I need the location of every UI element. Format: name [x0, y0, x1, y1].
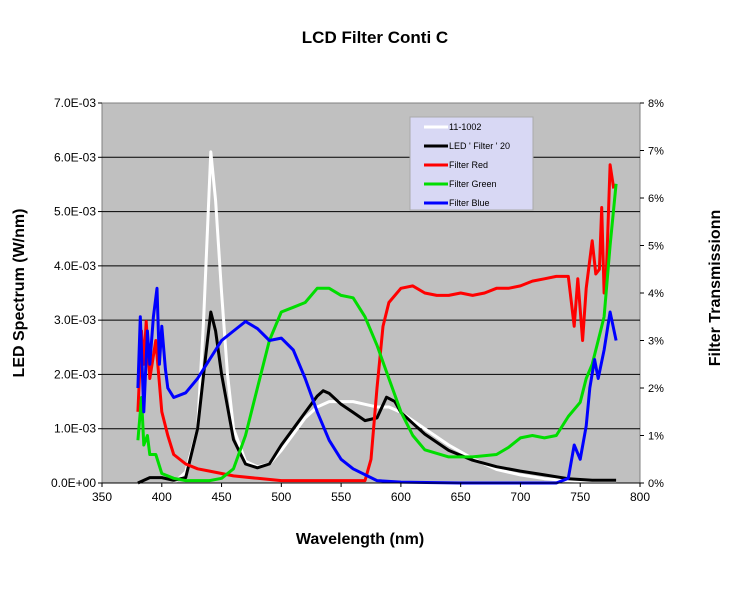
- x-tick-label: 750: [570, 490, 590, 504]
- legend-label: Filter Red: [449, 160, 488, 170]
- plot-area: [101, 102, 641, 484]
- y-tick-label: 7.0E-03: [54, 96, 96, 110]
- x-tick-label: 350: [92, 490, 112, 504]
- y2-tick-label: 0%: [648, 478, 664, 490]
- y2-tick-label: 3%: [648, 336, 664, 348]
- y-tick-label: 4.0E-03: [54, 259, 96, 273]
- y-axis-label: LED Spectrum (W/nm): [11, 209, 28, 378]
- y2-tick-label: 1%: [648, 431, 664, 443]
- x-tick-label: 600: [391, 490, 411, 504]
- y2-tick-label: 7%: [648, 146, 664, 158]
- y2-tick-label: 4%: [648, 288, 664, 300]
- y-tick-label: 6.0E-03: [54, 150, 96, 164]
- legend-label: 11-1002: [449, 122, 481, 132]
- y2-tick-label: 8%: [648, 98, 664, 110]
- series-line-3: [136, 183, 618, 483]
- y2-axis-label: Filter Transmissionn: [707, 210, 724, 366]
- x-tick-label: 700: [510, 490, 530, 504]
- x-tick-label: 550: [331, 490, 351, 504]
- legend-label: LED ' Filter ' 20: [449, 141, 510, 151]
- legend: 11-1002 LED ' Filter ' 20 Filter Red Filter…: [409, 116, 534, 211]
- y-tick-label: 3.0E-03: [54, 313, 96, 327]
- y-tick-label: 1.0E-03: [54, 422, 96, 436]
- series-line-4: [136, 286, 618, 485]
- legend-label: Filter Blue: [449, 198, 490, 208]
- y-tick-label: 0.0E+00: [51, 476, 96, 490]
- x-tick-label: 450: [212, 490, 232, 504]
- y2-tick-label: 2%: [648, 383, 664, 395]
- x-tick-label: 400: [152, 490, 172, 504]
- legend-label: Filter Green: [449, 179, 497, 189]
- y2-tick-label: 5%: [648, 241, 664, 253]
- y-tick-label: 5.0E-03: [54, 205, 96, 219]
- chart-title: LCD Filter Conti C: [302, 28, 448, 47]
- x-tick-label: 800: [630, 490, 650, 504]
- series-line-1: [137, 310, 617, 485]
- x-tick-label: 650: [451, 490, 471, 504]
- y2-tick-label: 6%: [648, 193, 664, 205]
- x-tick-label: 500: [271, 490, 291, 504]
- y-tick-label: 2.0E-03: [54, 367, 96, 381]
- x-axis-label: Wavelength (nm): [296, 531, 424, 548]
- series-line-2: [136, 163, 616, 483]
